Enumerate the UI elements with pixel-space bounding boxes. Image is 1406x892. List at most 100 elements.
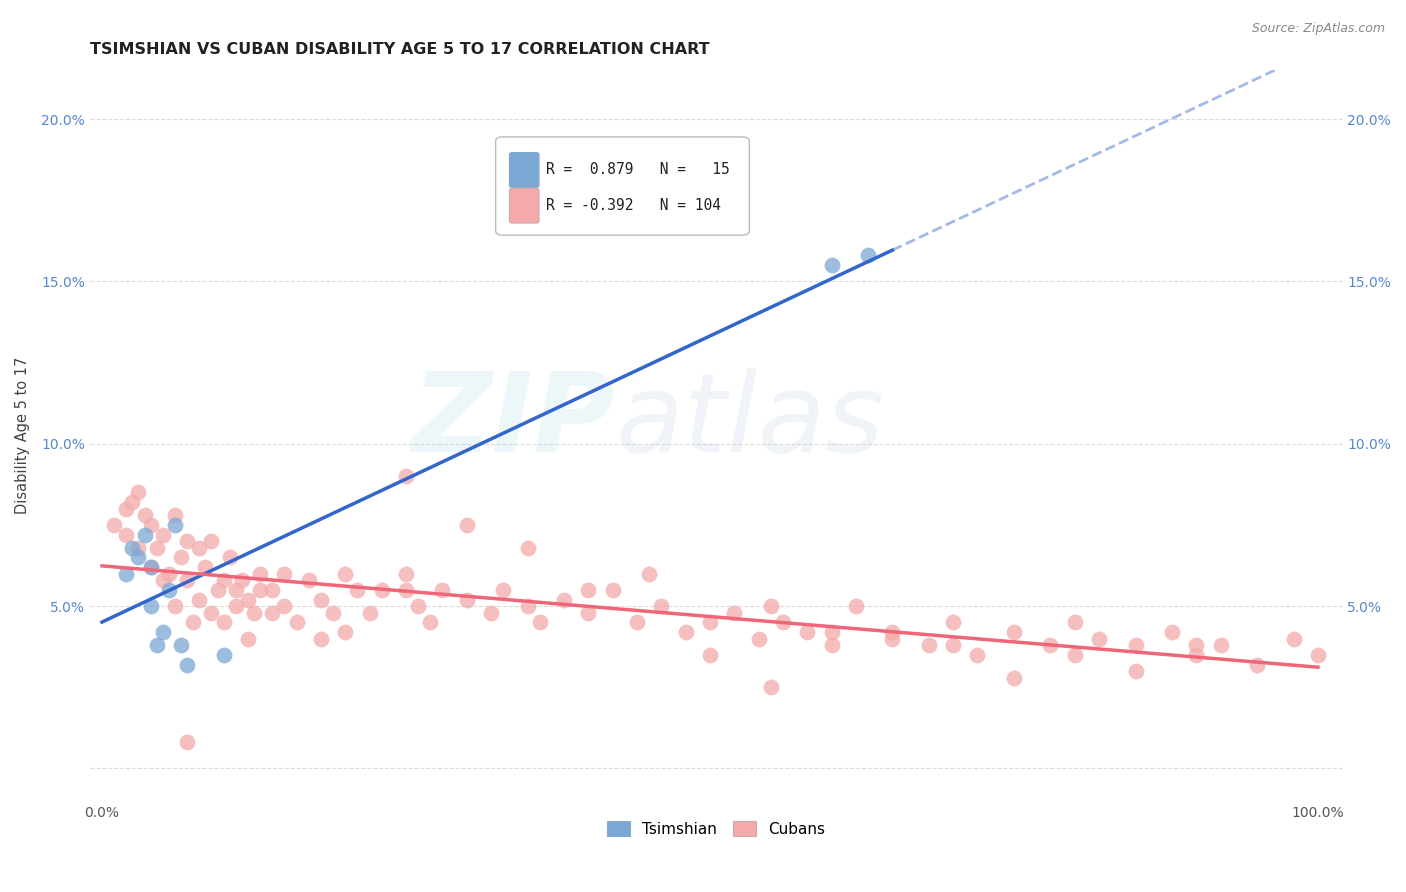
Point	[145, 541, 167, 555]
Point	[152, 625, 174, 640]
Point	[163, 599, 186, 613]
Point	[1161, 625, 1184, 640]
Point	[516, 541, 538, 555]
Text: atlas: atlas	[616, 368, 884, 475]
Point	[163, 508, 186, 523]
Point	[236, 592, 259, 607]
Point	[942, 638, 965, 652]
Point	[249, 582, 271, 597]
Point	[225, 599, 247, 613]
Point	[285, 615, 308, 630]
Point	[170, 638, 193, 652]
Point	[139, 599, 162, 613]
Point	[218, 550, 240, 565]
Point	[675, 625, 697, 640]
Point	[139, 517, 162, 532]
Point	[163, 517, 186, 532]
Point	[1185, 648, 1208, 662]
Point	[212, 573, 235, 587]
Point	[1125, 638, 1147, 652]
Point	[134, 508, 156, 523]
Point	[176, 735, 198, 749]
Point	[370, 582, 392, 597]
Point	[796, 625, 818, 640]
Point	[249, 566, 271, 581]
Point	[188, 541, 211, 555]
Point	[157, 582, 180, 597]
Point	[200, 534, 222, 549]
Point	[1246, 657, 1268, 672]
Point	[1002, 625, 1025, 640]
Point	[170, 550, 193, 565]
Point	[748, 632, 770, 646]
Text: Source: ZipAtlas.com: Source: ZipAtlas.com	[1251, 22, 1385, 36]
Legend: Tsimshian, Cubans: Tsimshian, Cubans	[600, 814, 832, 845]
Point	[772, 615, 794, 630]
Point	[820, 638, 842, 652]
Point	[152, 527, 174, 541]
Point	[121, 495, 143, 509]
Point	[456, 592, 478, 607]
Point	[432, 582, 454, 597]
Point	[419, 615, 441, 630]
Point	[723, 606, 745, 620]
Point	[1125, 664, 1147, 678]
Point	[576, 582, 599, 597]
Text: ZIP: ZIP	[412, 368, 616, 475]
Point	[152, 573, 174, 587]
Point	[602, 582, 624, 597]
Point	[553, 592, 575, 607]
Point	[335, 566, 357, 581]
Point	[176, 657, 198, 672]
Point	[236, 632, 259, 646]
Point	[121, 541, 143, 555]
Point	[139, 560, 162, 574]
Point	[1088, 632, 1111, 646]
Point	[207, 582, 229, 597]
Text: R = -0.392   N = 104: R = -0.392 N = 104	[546, 198, 721, 213]
Point	[1063, 615, 1085, 630]
Point	[127, 550, 149, 565]
Point	[529, 615, 551, 630]
Point	[395, 582, 418, 597]
Point	[1185, 638, 1208, 652]
Point	[918, 638, 941, 652]
Point	[298, 573, 321, 587]
Point	[1002, 671, 1025, 685]
Point	[273, 566, 295, 581]
Point	[1209, 638, 1232, 652]
Point	[395, 469, 418, 483]
Point	[650, 599, 672, 613]
Point	[212, 648, 235, 662]
Point	[262, 582, 284, 597]
Point	[966, 648, 988, 662]
Point	[309, 632, 332, 646]
Text: R =  0.879   N =   15: R = 0.879 N = 15	[546, 162, 730, 178]
Point	[273, 599, 295, 613]
Point	[309, 592, 332, 607]
Point	[942, 615, 965, 630]
Point	[1282, 632, 1305, 646]
Point	[759, 680, 782, 694]
Point	[406, 599, 429, 613]
Point	[194, 560, 217, 574]
Point	[243, 606, 266, 620]
Point	[139, 560, 162, 574]
Point	[188, 592, 211, 607]
Point	[225, 582, 247, 597]
Y-axis label: Disability Age 5 to 17: Disability Age 5 to 17	[15, 357, 30, 515]
Point	[181, 615, 204, 630]
Point	[103, 517, 125, 532]
Point	[638, 566, 661, 581]
Point	[845, 599, 868, 613]
Point	[335, 625, 357, 640]
Point	[157, 566, 180, 581]
Point	[212, 615, 235, 630]
Point	[856, 248, 879, 262]
Point	[115, 566, 138, 581]
Point	[359, 606, 381, 620]
Point	[820, 625, 842, 640]
Point	[127, 485, 149, 500]
Point	[176, 534, 198, 549]
Point	[759, 599, 782, 613]
